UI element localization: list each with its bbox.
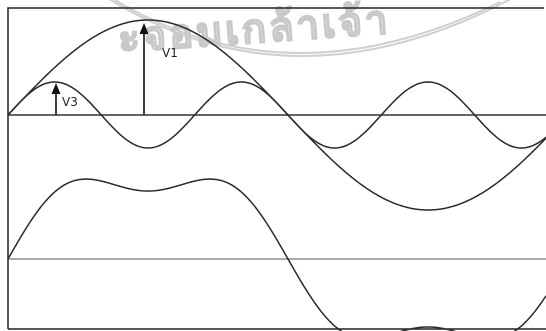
v3-arrow-head: [51, 83, 61, 94]
third-harmonic-wave-v3: [7, 81, 546, 149]
watermark: ะจอมเกล้าเจ้า: [108, 0, 511, 63]
v1-arrow-head: [139, 23, 149, 34]
watermark-ring-inner: [114, 0, 501, 54]
v3-label: V3: [62, 95, 78, 109]
diagram-frame-left-top: [7, 7, 544, 329]
v1-amplitude-arrow: [139, 23, 149, 115]
v1-label: V1: [162, 46, 178, 60]
v3-amplitude-arrow: [51, 83, 61, 115]
resultant-wave: [7, 178, 546, 331]
